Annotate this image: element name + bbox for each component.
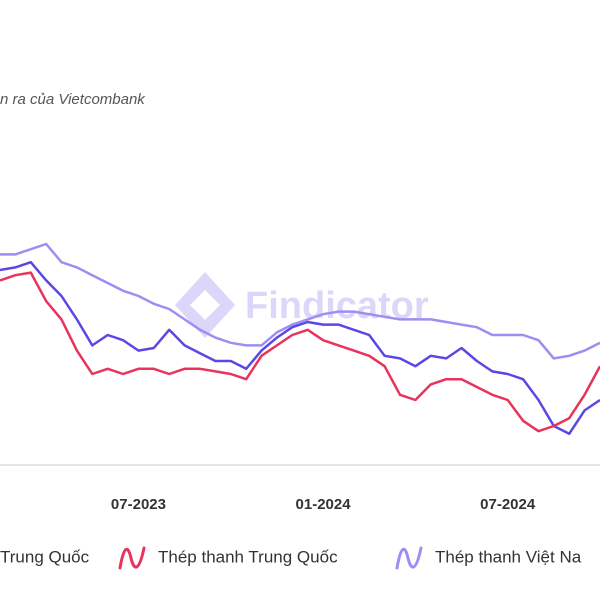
watermark-logo — [175, 272, 235, 338]
chart-subtitle: n ra của Vietcombank — [0, 91, 146, 108]
legend-label: Thép thanh Việt Na — [435, 547, 582, 566]
series-line — [0, 242, 600, 360]
x-tick-label: 01-2024 — [296, 496, 352, 513]
legend-icon — [118, 546, 146, 570]
series-line — [0, 260, 600, 436]
x-tick-label: 07-2023 — [111, 496, 166, 513]
legend-label: Thép thanh Trung Quốc — [158, 547, 338, 566]
x-tick-label: 07-2024 — [480, 496, 536, 513]
series-line — [0, 271, 600, 433]
legend-label: Trung Quốc — [0, 547, 90, 566]
watermark: Findicator — [245, 285, 429, 327]
legend-icon — [395, 546, 423, 570]
